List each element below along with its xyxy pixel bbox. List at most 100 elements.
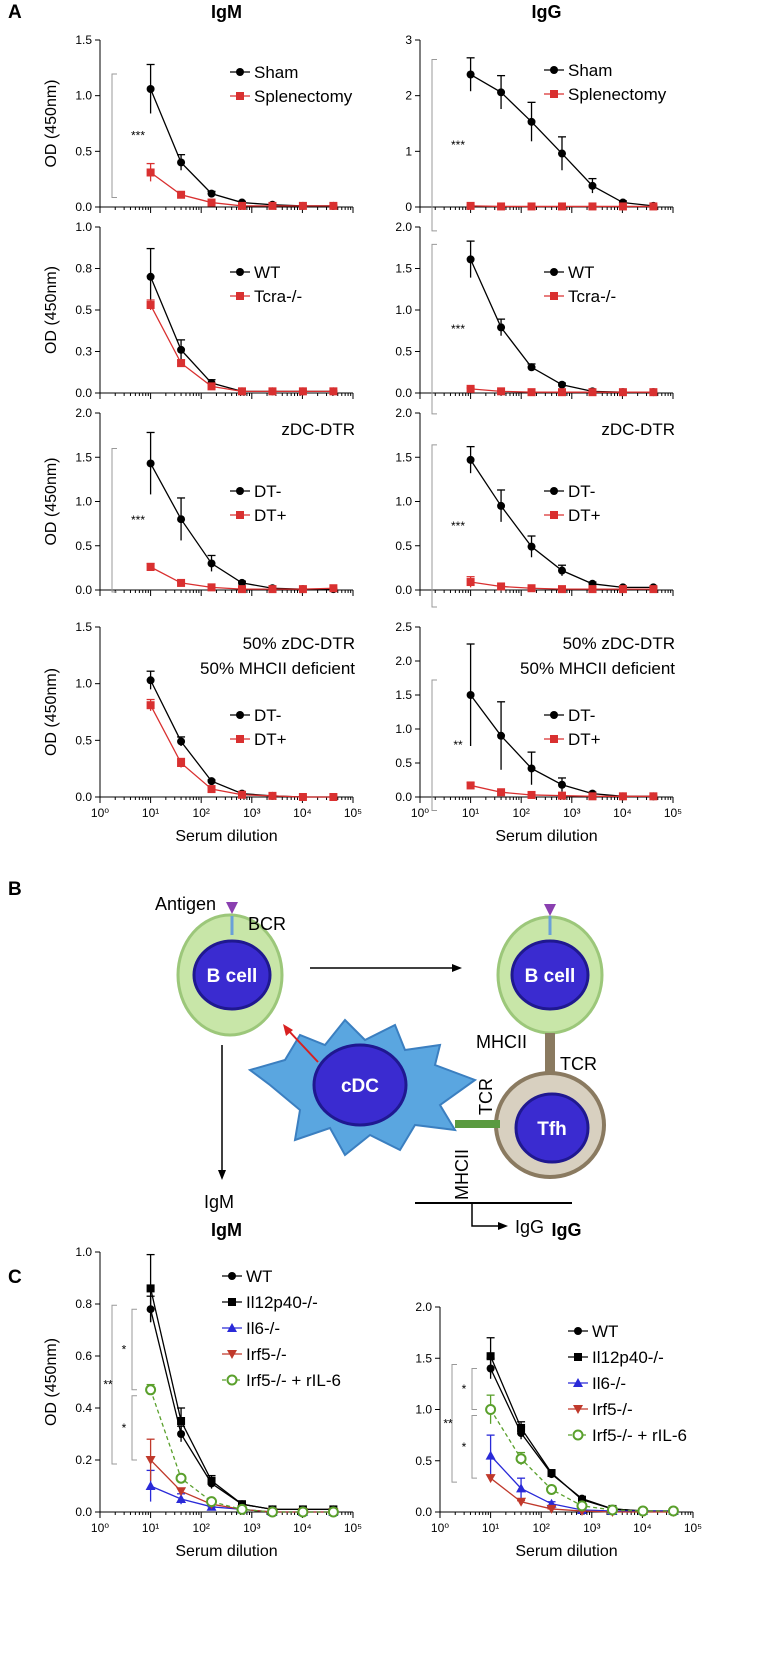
marker [576,1500,588,1512]
legend-label: DT- [568,706,595,725]
legend-marker [236,92,244,100]
chart: 0.0 0.5 1.0 1.5 2.0 WT Tcra-/- *** [395,220,674,415]
y-tick-label: 1.0 [75,677,92,691]
x-tick-label: 10⁵ [664,806,682,820]
y-tick-label: 0.5 [395,345,412,359]
significance-bracket [111,447,117,593]
marker [145,1384,157,1396]
legend-label: DT+ [568,506,601,525]
y-tick-label: 1.0 [75,495,92,509]
y-tick-label: 0.5 [75,539,92,553]
marker [588,388,597,397]
y-tick-label: 2.0 [395,406,412,420]
chart-title: IgM [211,2,242,22]
x-tick-label: 10⁵ [344,806,362,820]
marker [527,363,536,372]
marker [207,189,216,198]
marker [329,387,338,396]
legend-label: DT- [254,706,281,725]
marker [237,387,246,396]
legend-label: WT [254,263,280,282]
marker [606,1504,618,1516]
y-tick-label: 0.6 [75,1349,92,1363]
marker [649,388,658,397]
marker [237,201,246,210]
marker [517,1423,526,1432]
tfh-nucleus [514,1092,590,1164]
mhcii-tcr-link [455,1120,500,1128]
marker [497,582,506,591]
marker [466,455,475,464]
marker [298,201,307,210]
significance-bracket [431,679,437,811]
marker [497,501,506,510]
marker [146,84,155,93]
marker [557,388,566,397]
marker [146,301,155,310]
y-tick-label: 1.0 [75,1245,92,1259]
marker [177,737,186,746]
legend-marker [228,1272,236,1280]
significance-bracket [111,73,117,198]
x-tick-label: 10¹ [142,1521,159,1535]
marker [497,202,506,211]
significance-label: ** [103,1378,113,1392]
y-tick-label: 0.0 [395,583,412,597]
y-tick-label: 0.0 [75,583,92,597]
x-tick-label: 10⁴ [613,806,632,820]
x-axis-label: Serum dilution [515,1543,617,1560]
marker [236,1503,248,1515]
legend-marker [236,292,244,300]
marker [207,583,216,592]
marker [466,691,475,699]
annotation: zDC-DTR [281,420,355,439]
y-tick-label: 2.0 [75,406,92,420]
marker [466,201,475,210]
chart: 0.0 0.3 0.5 0.8 1.0 OD (450nm) WT Tcra-/- [43,220,354,400]
marker [527,388,536,397]
legend-marker [550,90,558,98]
y-axis-label: OD (450nm) [43,1338,60,1426]
marker [527,764,536,773]
chart: 0 1 2 3 IgG Sham Splenectomy *** [405,2,674,232]
y-tick-label: 0.2 [75,1453,92,1467]
significance-label: ** [443,1416,453,1430]
legend-label: Sham [254,63,298,82]
legend-marker [550,268,558,276]
y-axis-label: OD (450nm) [43,457,60,545]
legend-label: Tcra-/- [254,287,302,306]
marker [177,759,186,767]
y-tick-label: 0.5 [395,756,412,770]
significance-label: ** [453,738,463,752]
marker [497,731,506,740]
series-line [150,704,334,798]
marker [268,791,277,800]
marker [237,790,246,799]
legend-label: Irf5-/- [246,1345,287,1364]
marker [618,585,627,594]
marker [557,202,566,211]
significance-bracket [111,1304,117,1465]
legend-marker [236,68,244,76]
chart: 0.0 0.5 1.0 1.5 2.0 10⁰ 10¹ 10² 10³ 10⁴ 10⁵ IgG Seru… [415,1220,702,1560]
marker [486,1352,495,1361]
legend-marker [550,292,558,300]
y-tick-label: 1 [405,144,412,158]
marker [557,380,566,389]
arrow [471,1203,500,1227]
y-tick-label: 0.0 [75,1505,92,1519]
significance-label: *** [131,129,145,143]
marker [497,387,506,396]
y-tick-label: 1.5 [75,620,92,634]
legend-marker [573,1405,583,1414]
marker [516,1483,527,1493]
marker [329,201,338,210]
annotation: 50% zDC-DTR [243,634,355,653]
legend-marker [550,511,558,519]
diagram-label: Tfh [537,1119,567,1140]
y-tick-label: 0.0 [395,790,412,804]
marker [466,578,475,587]
diagram-label: BCR [248,914,286,934]
marker [207,198,216,207]
y-tick-label: 1.0 [395,722,412,736]
